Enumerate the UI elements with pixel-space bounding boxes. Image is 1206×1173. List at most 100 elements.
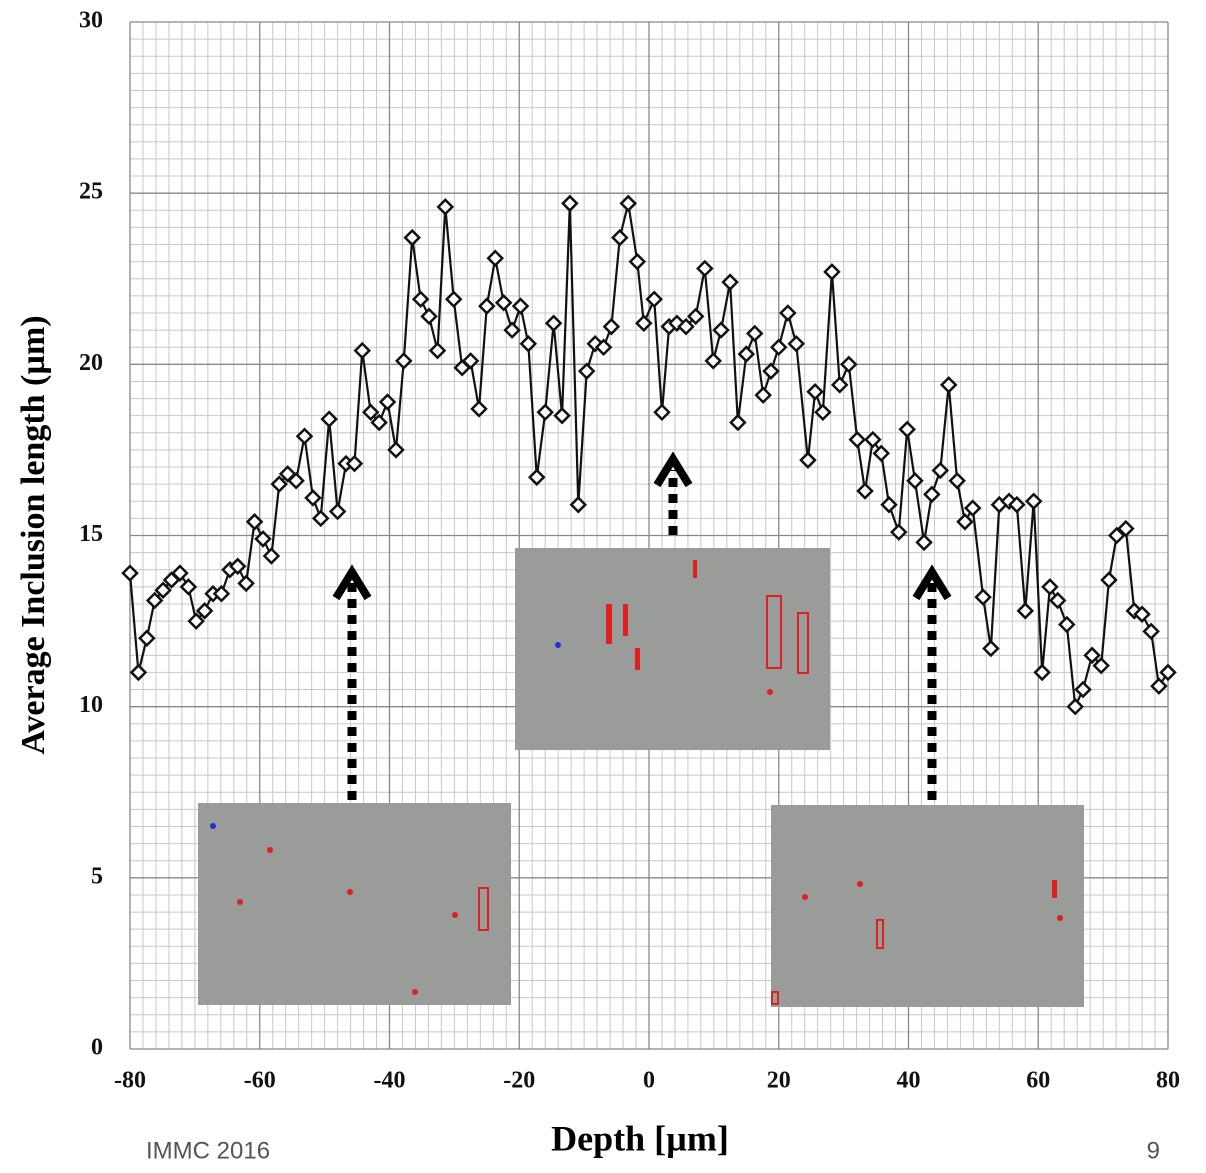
data-point <box>898 420 916 439</box>
data-point <box>436 198 455 216</box>
data-point <box>262 547 281 565</box>
data-point <box>561 194 579 213</box>
data-point <box>486 249 505 267</box>
x-tick-label: -80 <box>114 1068 146 1094</box>
data-point <box>569 495 588 514</box>
data-point <box>470 400 488 418</box>
data-point <box>880 495 898 514</box>
data-point <box>1048 591 1067 610</box>
data-point <box>1150 677 1168 695</box>
data-point <box>387 441 405 459</box>
plot <box>121 194 1177 716</box>
data-point <box>956 513 974 531</box>
data-point <box>478 297 496 315</box>
data-point <box>395 352 413 370</box>
data-point <box>696 259 714 278</box>
data-point <box>1016 602 1035 620</box>
data-point <box>1000 492 1018 511</box>
data-point <box>378 393 397 411</box>
y-tick-label: 25 <box>79 179 103 205</box>
data-point <box>1033 663 1051 682</box>
data-point <box>536 403 554 422</box>
data-point <box>628 252 647 271</box>
data-point <box>963 499 982 517</box>
data-point <box>328 502 347 521</box>
data-point <box>1058 615 1076 634</box>
data-point <box>519 335 538 353</box>
data-point <box>677 317 695 336</box>
data-point <box>353 341 372 360</box>
data-point <box>686 307 705 326</box>
data-point <box>171 564 189 582</box>
data-point <box>856 482 874 500</box>
data-point <box>428 341 447 360</box>
data-point <box>653 403 671 422</box>
data-point <box>444 290 463 309</box>
data-point <box>594 338 613 356</box>
data-point <box>461 352 480 370</box>
data-point <box>527 468 546 487</box>
data-point <box>245 513 264 531</box>
data-point <box>931 461 950 480</box>
x-tick-label: -40 <box>374 1068 406 1094</box>
arrows <box>332 451 952 800</box>
y-tick-label: 30 <box>79 8 103 34</box>
data-point <box>1159 663 1177 682</box>
data-point <box>187 612 205 630</box>
y-tick-label: 20 <box>79 350 103 376</box>
data-point <box>138 629 156 647</box>
data-point <box>544 314 563 333</box>
data-point <box>799 451 817 469</box>
data-point <box>906 471 924 490</box>
data-point <box>121 564 139 582</box>
x-tick-label: -20 <box>503 1068 535 1094</box>
data-point <box>503 321 521 339</box>
x-tick-label: 40 <box>897 1068 921 1094</box>
data-point <box>1074 680 1092 699</box>
inset-right <box>771 805 1084 1007</box>
x-tick-label: 0 <box>643 1068 655 1094</box>
data-point <box>915 533 933 552</box>
data-point <box>320 410 338 428</box>
data-point <box>948 471 966 490</box>
y-tick-label: 0 <box>91 1035 103 1061</box>
y-tick-label: 10 <box>79 692 103 718</box>
data-point <box>145 591 164 610</box>
data-point <box>1041 578 1059 596</box>
data-point <box>270 475 288 493</box>
data-point <box>553 406 571 425</box>
data-point <box>864 430 882 449</box>
data-point <box>974 588 992 606</box>
data-point <box>420 307 438 326</box>
data-point <box>619 194 638 213</box>
data-point <box>1092 656 1110 675</box>
data-point <box>721 273 739 291</box>
data-point <box>129 663 148 682</box>
data-point <box>179 578 198 596</box>
data-point <box>729 413 747 432</box>
data-point <box>1066 697 1084 716</box>
inset-left <box>198 803 511 1005</box>
data-point <box>1024 492 1043 511</box>
data-point <box>806 382 824 401</box>
data-point <box>1107 526 1126 545</box>
data-point <box>712 321 730 339</box>
data-point <box>1117 519 1135 538</box>
x-tick-label: -60 <box>244 1068 276 1094</box>
data-point <box>254 530 272 548</box>
data-point <box>1125 602 1144 620</box>
data-point <box>212 584 231 603</box>
data-point <box>361 403 380 422</box>
data-point <box>1008 495 1026 514</box>
data-point <box>1100 571 1118 589</box>
data-point <box>737 345 756 363</box>
data-point <box>923 485 941 504</box>
data-point <box>1142 622 1160 641</box>
data-point <box>1083 646 1101 665</box>
x-tick-label: 60 <box>1026 1068 1050 1094</box>
y-tick-label: 15 <box>79 521 103 547</box>
y-tick-label: 5 <box>91 863 103 889</box>
data-point <box>769 338 788 356</box>
data-point <box>787 335 806 353</box>
